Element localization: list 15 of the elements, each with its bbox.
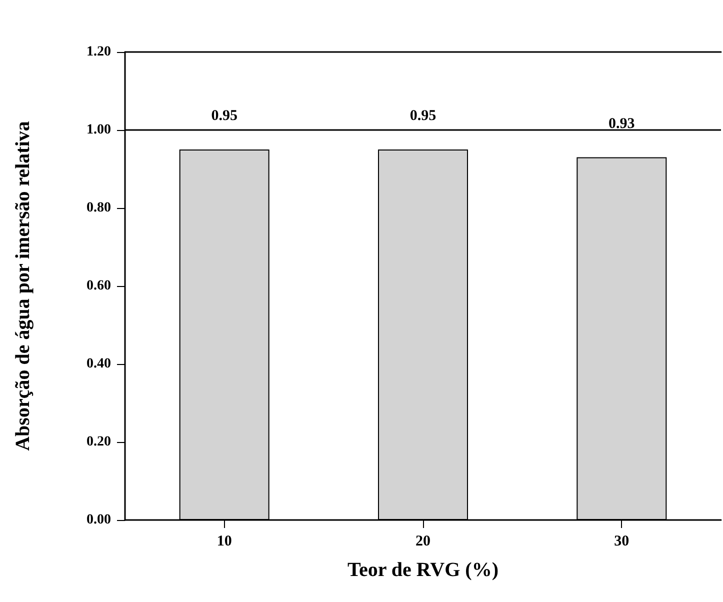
y-tick-label: 0.40 — [86, 356, 111, 372]
x-tick-label: 20 — [416, 534, 430, 550]
x-tick-label: 10 — [216, 534, 232, 550]
y-axis-title: Absorção de água por imersão relativa — [12, 121, 34, 451]
x-axis-title: Teor de RVG (%) — [348, 559, 498, 581]
y-tick-label: 0.60 — [86, 278, 111, 294]
y-tick-label: 0.80 — [86, 200, 111, 216]
x-tick-label: 30 — [614, 534, 630, 550]
y-tick-label: 0.20 — [86, 434, 111, 450]
y-tick-label: 1.20 — [86, 44, 111, 60]
y-tick-label: 1.00 — [86, 122, 111, 138]
data-label: 0.95 — [211, 108, 238, 124]
y-tick-label: 0.00 — [86, 512, 111, 528]
data-label: 0.93 — [608, 116, 635, 132]
data-label: 0.95 — [410, 108, 436, 124]
